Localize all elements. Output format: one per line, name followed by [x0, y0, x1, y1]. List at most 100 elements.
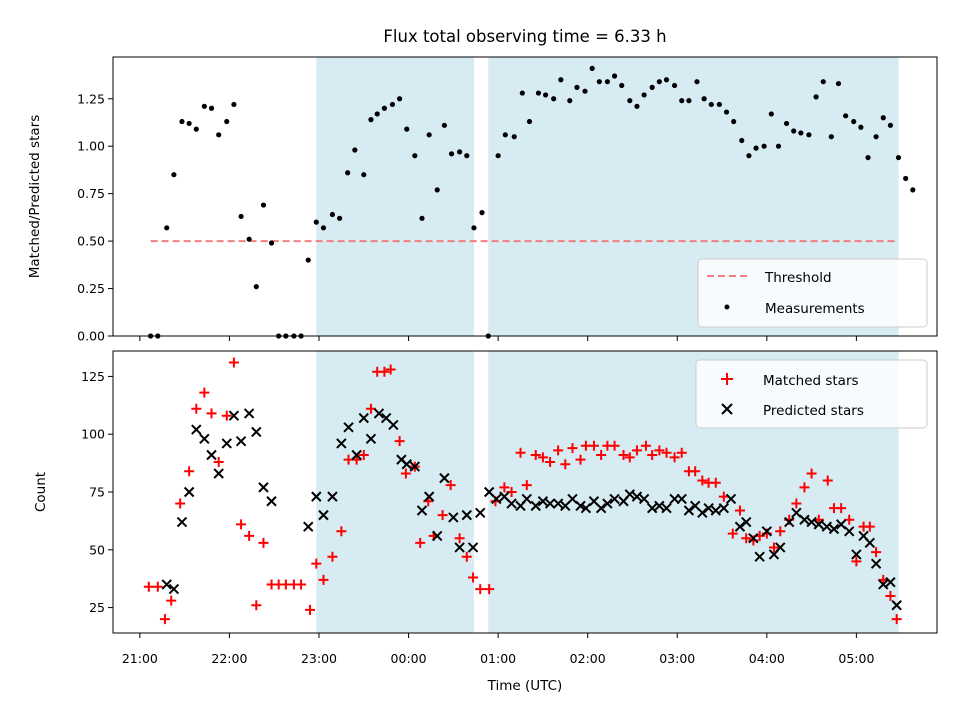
- measurement-point: [843, 113, 849, 119]
- matched-star-point: [236, 519, 247, 530]
- predicted-star-point: [343, 422, 354, 433]
- measurement-point: [313, 219, 319, 225]
- predicted-star-point: [199, 433, 210, 445]
- matched-star-point: [631, 445, 642, 456]
- predicted-star-point: [258, 482, 269, 493]
- predicted-star-point: [358, 412, 369, 424]
- x-tick-label: 21:00: [122, 651, 158, 666]
- predicted-star-point: [609, 493, 620, 505]
- measurement-point: [858, 124, 864, 130]
- measurement-point: [887, 122, 894, 128]
- measurement-point: [753, 145, 759, 151]
- predicted-star-point: [266, 496, 277, 507]
- measurement-point: [828, 134, 834, 140]
- predicted-star-point: [844, 526, 855, 537]
- predicted-star-point: [734, 521, 746, 532]
- predicted-star-point: [710, 505, 721, 516]
- shaded-interval: [316, 57, 474, 336]
- matched-star-point: [515, 447, 526, 458]
- predicted-star-point: [870, 558, 882, 569]
- y-tick-label: 125: [81, 369, 105, 384]
- bottom-legend-box: [695, 359, 928, 429]
- matched-star-point: [844, 514, 855, 525]
- predicted-star-point: [813, 519, 824, 530]
- predicted-star-point: [552, 498, 564, 509]
- predicted-star-point: [703, 502, 714, 514]
- matched-star-point: [400, 468, 411, 479]
- predicted-star-point: [467, 542, 479, 553]
- x-tick-label: 04:00: [749, 651, 785, 666]
- measurement-point: [374, 111, 380, 117]
- predicted-star-point: [821, 521, 833, 532]
- predicted-star-point: [544, 498, 556, 509]
- measurement-point: [412, 153, 418, 159]
- x-tick-label: 22:00: [211, 651, 247, 666]
- x-tick-label: 01:00: [480, 651, 516, 666]
- legend-predicted-swatch: [721, 403, 733, 415]
- legend-matched-label: Matched stars: [763, 373, 859, 389]
- predicted-star-point: [638, 493, 650, 505]
- measurement-point: [634, 103, 640, 109]
- shaded-interval: [316, 351, 474, 633]
- matched-star-point: [885, 591, 896, 602]
- matched-star-point: [258, 537, 269, 548]
- matched-star-point: [609, 440, 620, 451]
- predicted-star-point: [683, 505, 695, 516]
- measurement-point: [457, 149, 463, 155]
- matched-star-point: [379, 366, 390, 377]
- predicted-star-point: [754, 551, 765, 562]
- measurement-point: [179, 118, 185, 125]
- x-tick-label: 00:00: [391, 651, 427, 666]
- legend-measurements-label: Measurements: [765, 301, 865, 317]
- measurement-point: [471, 225, 477, 231]
- matched-star-point: [851, 556, 862, 567]
- matched-star-point: [213, 456, 224, 467]
- predicted-star-point: [311, 491, 322, 502]
- x-tick-label: 23:00: [301, 651, 337, 666]
- measurement-point: [679, 98, 685, 104]
- matched-star-point: [461, 551, 472, 562]
- predicted-star-point: [725, 493, 737, 505]
- matched-star-point: [836, 503, 847, 514]
- matched-star-point: [537, 452, 548, 463]
- measurement-point: [739, 137, 745, 144]
- bottom-panel-counts: 25 50 75 100 125 21:00 22:00 23:00 00:00 01:00 02…: [33, 350, 938, 694]
- measurement-point: [880, 115, 886, 121]
- bottom-x-ticks: 21:00 22:00 23:00 00:00 01:00 02:00 03:00 04:00…: [122, 633, 874, 666]
- measurement-point: [404, 126, 410, 132]
- measurement-point: [783, 120, 790, 127]
- predicted-star-point: [423, 491, 435, 502]
- matched-star-point: [199, 387, 210, 398]
- y-tick-label: 0.50: [77, 234, 105, 249]
- predicted-star-point: [191, 424, 202, 435]
- predicted-star-point: [409, 461, 421, 472]
- top-legend-box: [697, 258, 928, 328]
- matched-star-point: [454, 533, 465, 544]
- matched-star-point: [311, 558, 322, 569]
- measurement-point: [551, 96, 557, 102]
- matched-star-point: [727, 528, 738, 539]
- predicted-star-point: [775, 542, 786, 553]
- matched-star-point: [640, 440, 651, 451]
- matched-star-point: [697, 475, 708, 486]
- predicted-star-point: [828, 523, 840, 535]
- measurement-point: [238, 213, 244, 220]
- measurement-point: [813, 94, 819, 100]
- measurement-point: [656, 79, 662, 85]
- matched-star-point: [296, 579, 307, 590]
- measurement-point: [791, 128, 797, 134]
- matched-star-point: [166, 595, 177, 606]
- measurement-point: [419, 215, 425, 221]
- measurement-point: [761, 143, 767, 149]
- predicted-star-point: [373, 408, 385, 419]
- measurement-point: [511, 134, 517, 140]
- top-plot-frame: [112, 56, 938, 337]
- predicted-star-point: [416, 505, 428, 516]
- predicted-star-point: [646, 502, 658, 514]
- matched-star-point: [669, 452, 680, 463]
- matched-star-point: [365, 403, 376, 414]
- measurement-point: [641, 92, 647, 98]
- measurement-point: [397, 96, 403, 102]
- measurement-point: [671, 82, 678, 89]
- measurement-point: [775, 143, 782, 149]
